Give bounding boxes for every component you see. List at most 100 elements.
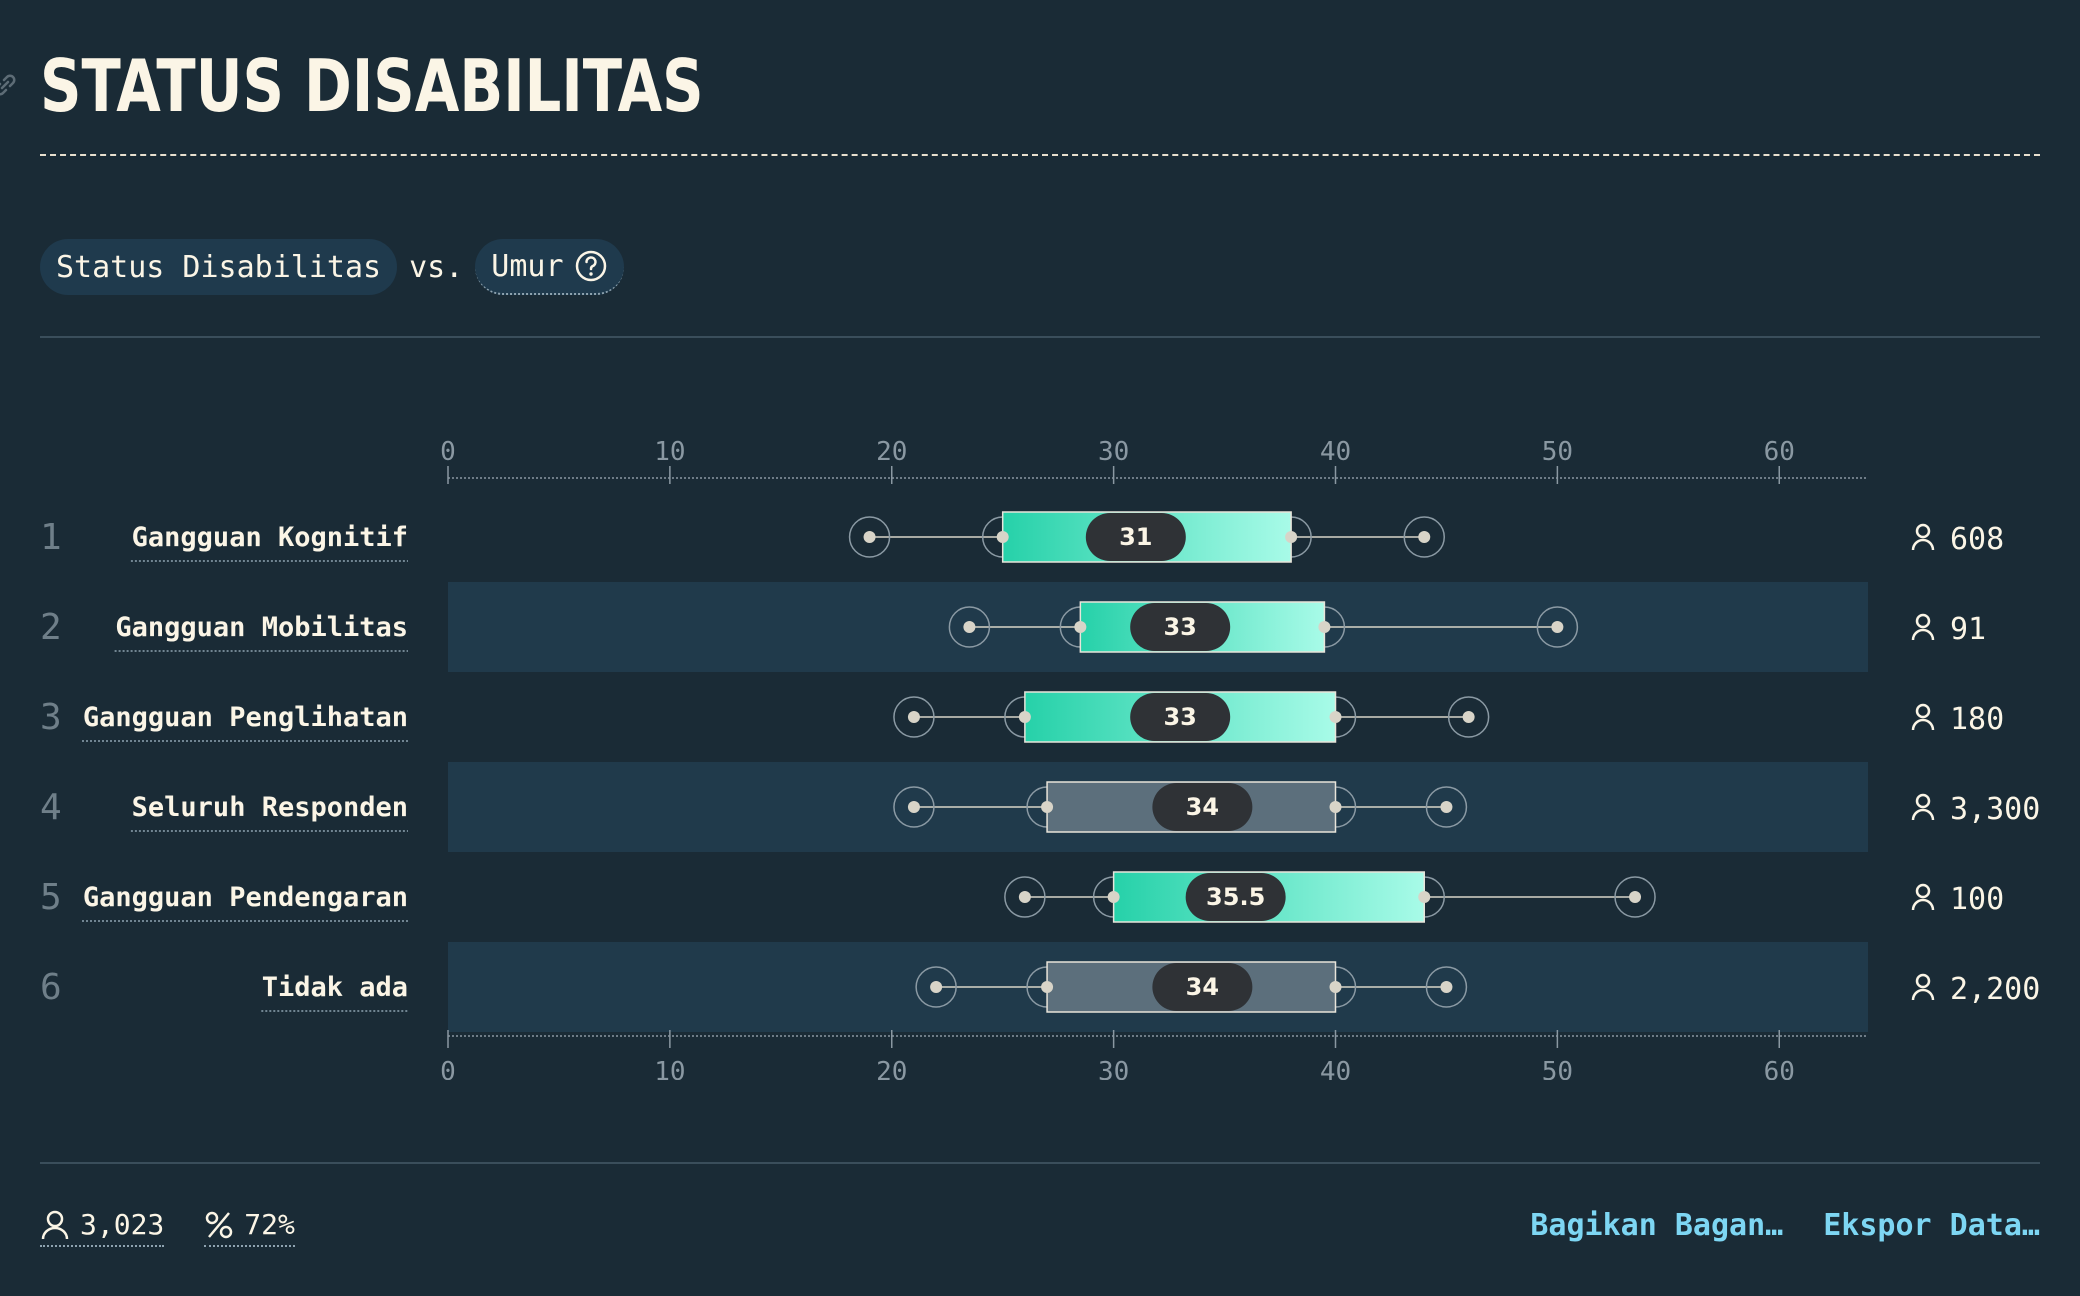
median-label: 33 [1163,613,1196,641]
whisker-ring [1425,786,1468,828]
whisker-dot [1418,891,1431,903]
tick-label: 50 [1542,1057,1573,1080]
whisker-dot [1440,801,1453,813]
whisker-ring [1403,516,1445,558]
title-divider [40,154,2040,156]
respondents-count: 3,023 [80,1208,165,1241]
whisker-dot [1018,891,1031,903]
vs-label: vs. [409,249,464,285]
person-icon-head [1915,793,1931,809]
whisker-dot [930,981,943,993]
person-icon-head [1915,883,1931,899]
whisker-dot [1329,981,1342,993]
secondary-variable-pill[interactable]: Umur [475,239,624,295]
percent-value: 72% [244,1208,295,1241]
footer-stats: 3,023 72% [40,1208,295,1247]
tick-label: 40 [1320,437,1351,467]
tick-label: 20 [876,437,907,467]
row-rank: 5 [40,877,62,918]
whisker-dot [1629,891,1642,903]
median-pill [1130,603,1231,651]
row-rank: 4 [40,787,62,828]
whisker-ring [948,606,991,648]
whisker-dot [863,531,876,543]
box-row: 6 Tidak ada 34 2,200 [40,961,2040,1013]
help-icon[interactable] [574,249,608,283]
whisker-ring [848,516,891,558]
person-icon [1911,793,1935,821]
whisker-ring [1447,696,1490,738]
row-label: Gangguan Penglihatan [83,702,408,733]
export-data-button[interactable]: Ekspor Data… [1823,1208,2040,1243]
person-icon [41,1210,69,1239]
tick-label: 0 [440,437,456,467]
footer-actions: Bagikan Bagan… Ekspor Data… [1530,1208,2040,1243]
percent-icon [206,1211,233,1238]
whisker-dot [1418,531,1431,543]
tick-label: 30 [1098,1057,1129,1080]
row-count: 100 [1950,882,2004,917]
primary-variable-pill[interactable]: Status Disabilitas [40,239,398,295]
whisker-dot [1551,621,1564,633]
whisker-ring [893,786,935,828]
link-icon[interactable] [0,72,18,98]
row-rank: 6 [40,967,62,1008]
whisker-ring [1425,966,1468,1008]
whisker-ring [1614,876,1656,918]
tick-label: 60 [1764,437,1795,467]
row-label: Gangguan Kognitif [132,522,408,553]
tick-label: 40 [1320,1057,1351,1080]
person-icon-body [1911,628,1935,641]
median-pill [1085,513,1186,561]
median-pill [1152,783,1253,831]
share-chart-button[interactable]: Bagikan Bagan… [1530,1208,1784,1243]
whisker-dot [1041,801,1054,813]
whisker-dot [1018,711,1031,723]
median-pill [1152,963,1253,1011]
person-icon-body [1911,538,1935,551]
whisker-dot [1329,801,1342,813]
row-label: Gangguan Pendengaran [83,882,408,913]
primary-variable-label: Status Disabilitas [56,249,382,285]
person-icon-head [1915,613,1931,629]
box-row: 2 Gangguan Mobilitas 33 91 [40,601,1986,653]
median-label: 33 [1163,703,1196,731]
median-pill [1130,693,1231,741]
tick-label: 60 [1764,1057,1795,1080]
whisker-dot [1440,981,1453,993]
row-count: 180 [1950,702,2004,737]
person-icon-head [1915,523,1931,539]
whisker-dot [1041,981,1054,993]
whisker-ring [1004,876,1046,918]
page-title: STATUS DISABILITAS [40,44,704,128]
whisker-dot [996,531,1009,543]
person-icon [1911,703,1935,731]
percent-stat[interactable]: 72% [204,1208,295,1247]
row-rank: 1 [40,517,62,558]
tick-label: 50 [1542,437,1573,467]
box-row: 4 Seluruh Responden 34 3,300 [40,781,2040,833]
boxplot-svg: 0 10 20 30 40 50 60 0 10 20 30 40 50 60 1 Gangguan Kogn… [40,437,2040,1080]
person-icon [1911,973,1935,1001]
row-count: 3,300 [1950,792,2040,827]
whisker-dot [907,801,920,813]
whisker-dot [1329,711,1342,723]
person-icon-head [1915,703,1931,719]
row-label: Tidak ada [262,972,408,1003]
whisker-dot [1318,621,1331,633]
median-label: 31 [1119,523,1152,551]
person-icon-body [1911,718,1935,731]
box-row: 5 Gangguan Pendengaran 35.5 100 [40,871,2004,923]
tick-label: 20 [876,1057,907,1080]
median-pill [1185,873,1286,921]
whisker-dot [1074,621,1087,633]
respondents-stat[interactable]: 3,023 [40,1208,165,1247]
median-label: 34 [1186,973,1219,1001]
median-label: 34 [1186,793,1219,821]
whisker-dot [907,711,920,723]
tick-label: 0 [440,1057,456,1080]
person-icon [1911,883,1935,911]
person-icon-body [1911,808,1935,821]
person-icon-body [1911,988,1935,1001]
variable-selector: Status Disabilitas vs. Umur [40,238,624,296]
